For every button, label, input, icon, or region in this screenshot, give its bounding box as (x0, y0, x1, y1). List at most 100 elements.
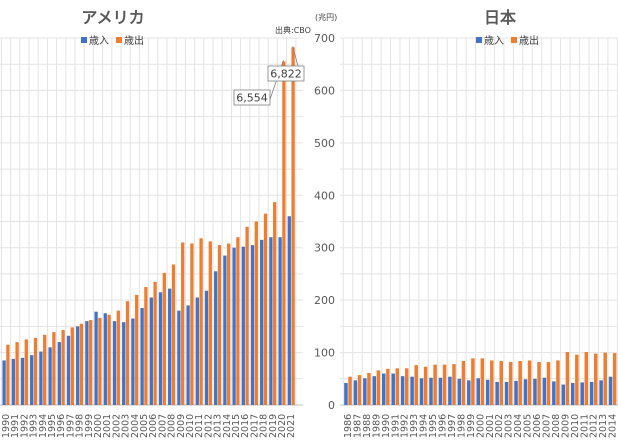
us-bar-outlays-2007 (162, 272, 166, 405)
jp-bar-outlays-1997 (452, 364, 456, 405)
jp-bar-outlays-1987 (357, 375, 362, 405)
jp-legend-label-outlays: 歳出 (519, 34, 539, 47)
us-bar-revenue-2014 (223, 255, 227, 405)
us-bar-outlays-2003 (125, 301, 130, 405)
us-bar-revenue-2021 (287, 216, 291, 405)
jp-x-tick-label: 1993 (409, 414, 420, 438)
jp-bars (344, 352, 617, 405)
jp-x-tick-label: 2000 (475, 414, 486, 438)
us-x-tick-label: 1996 (56, 414, 67, 438)
jp-bar-revenue-1999 (467, 380, 471, 405)
jp-bar-outlays-1992 (405, 368, 409, 405)
jp-bar-revenue-2009 (561, 384, 566, 405)
jp-bar-outlays-2004 (518, 360, 522, 405)
us-x-tick-label: 1993 (29, 414, 40, 438)
us-x-tick-label: 2007 (157, 414, 168, 438)
jp-bar-revenue-2010 (571, 382, 575, 405)
us-bar-outlays-2016 (245, 226, 249, 405)
us-bar-revenue-2012 (204, 290, 209, 405)
jp-bar-outlays-2007 (546, 362, 551, 405)
jp-x-tick-label: 2009 (560, 414, 571, 438)
us-bar-revenue-1995 (48, 347, 52, 405)
jp-bar-revenue-2005 (523, 379, 528, 405)
us-bar-outlays-1996 (61, 330, 65, 405)
jp-bar-revenue-2006 (533, 378, 537, 405)
us-bar-revenue-2015 (232, 247, 236, 405)
jp-bar-revenue-1994 (419, 378, 424, 405)
jp-bar-revenue-1998 (457, 378, 462, 405)
jp-x-tick-label: 2003 (504, 414, 515, 438)
us-x-tick-label: 1999 (84, 414, 95, 438)
us-x-tick-label: 2010 (185, 414, 196, 438)
us-bar-revenue-2002 (112, 321, 117, 405)
us-bar-outlays-1998 (79, 323, 84, 405)
us-x-tick-label: 2009 (176, 414, 187, 438)
jp-bar-outlays-1998 (461, 360, 466, 405)
jp-x-tick-label: 2008 (551, 414, 562, 438)
us-legend: 歳入 歳出 (81, 34, 144, 47)
jp-bar-revenue-1990 (382, 373, 386, 405)
us-x-tick-label: 1997 (65, 414, 76, 438)
jp-x-tick-label: 2001 (485, 414, 496, 438)
jp-bar-revenue-1987 (353, 380, 358, 405)
us-x-tick-label: 2008 (167, 414, 178, 438)
jp-bar-outlays-2014 (612, 353, 617, 405)
jp-bar-outlays-2006 (537, 362, 541, 405)
jp-legend-swatch-revenue (476, 37, 482, 43)
us-x-tick-label: 2020 (277, 414, 288, 438)
us-bar-revenue-2016 (241, 246, 245, 405)
us-bar-outlays-1994 (43, 334, 47, 405)
us-x-tick-label: 2003 (121, 414, 132, 438)
jp-bar-revenue-1989 (372, 376, 377, 405)
us-x-tick-label: 2013 (213, 414, 224, 438)
us-bar-revenue-2013 (214, 271, 218, 405)
us-bar-revenue-2018 (260, 239, 264, 405)
jp-bar-outlays-2005 (527, 360, 532, 405)
us-bar-outlays-2006 (153, 281, 157, 405)
us-bar-outlays-1997 (70, 327, 74, 405)
jp-y-tick-label: 100 (314, 347, 335, 360)
jp-chart-title: 日本 (484, 8, 516, 27)
us-bar-outlays-2004 (135, 294, 139, 405)
us-bar-outlays-1990 (6, 344, 10, 405)
jp-bar-revenue-2007 (542, 377, 547, 405)
us-bar-revenue-2011 (195, 297, 199, 405)
us-bar-revenue-2019 (269, 237, 273, 405)
jp-x-tick-label: 1996 (438, 414, 449, 438)
jp-bar-outlays-2010 (575, 354, 579, 405)
us-bar-outlays-2012 (208, 241, 212, 405)
jp-x-tick-label: 1986 (343, 414, 354, 438)
jp-bar-outlays-2000 (480, 358, 485, 405)
us-x-tick-label: 2015 (231, 414, 242, 438)
jp-bar-outlays-2008 (556, 360, 560, 405)
jp-bar-outlays-2002 (499, 360, 503, 405)
jp-bar-revenue-2014 (608, 376, 613, 405)
jp-bar-outlays-2013 (603, 352, 607, 405)
us-bar-revenue-2007 (158, 292, 163, 405)
us-bar-outlays-2019 (273, 202, 277, 405)
us-bar-outlays-2005 (144, 287, 148, 405)
us-callout-box (267, 65, 305, 82)
jp-x-tick-label: 2011 (579, 414, 590, 438)
jp-bar-revenue-1988 (363, 378, 367, 405)
us-x-tick-label: 2001 (102, 414, 113, 438)
us-bar-outlays-2011 (199, 238, 203, 405)
jp-x-tick-label: 1989 (371, 414, 382, 438)
us-x-tick-label: 2019 (268, 414, 279, 438)
us-legend-label-outlays: 歳出 (124, 34, 144, 47)
us-chart: 1990199119921993199419951996199719981999… (0, 8, 311, 438)
us-bar-outlays-1992 (24, 339, 28, 405)
jp-x-tick-label: 2013 (598, 414, 609, 438)
jp-bar-outlays-2012 (594, 353, 598, 405)
us-bar-revenue-1990 (2, 360, 6, 405)
jp-bar-revenue-2013 (599, 380, 603, 405)
jp-x-tick-label: 1994 (419, 414, 430, 438)
jp-bar-outlays-1994 (423, 366, 428, 405)
us-x-tick-label: 1994 (38, 414, 49, 438)
jp-x-tick-label: 2004 (513, 414, 524, 438)
jp-x-tick-label: 1998 (456, 414, 467, 438)
jp-x-tick-label: 1991 (390, 414, 401, 438)
jp-y-tick-label: 300 (314, 242, 335, 255)
jp-y-tick-label: 200 (314, 294, 335, 307)
